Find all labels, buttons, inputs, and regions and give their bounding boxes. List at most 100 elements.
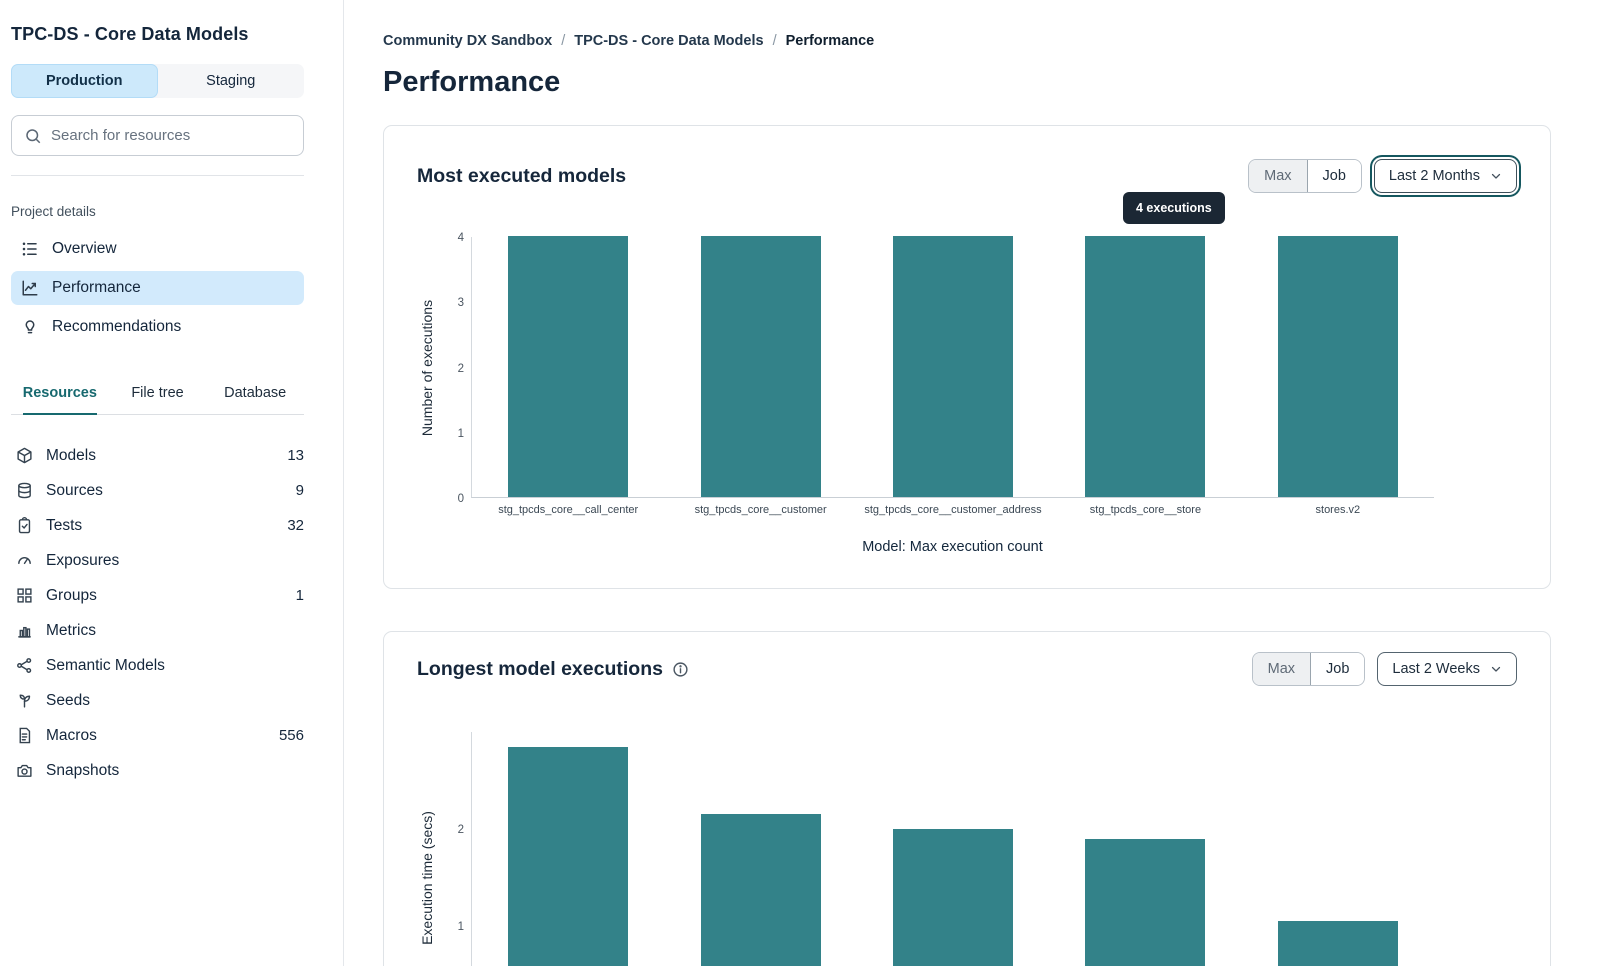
chart-bar[interactable] [1277,921,1398,966]
chart-bar[interactable] [893,236,1014,497]
y-tick-label: 2 [457,824,464,836]
project-details-label: Project details [11,204,96,219]
executions-bar-chart: Number of executions 0 1 2 3 4 stg_tpcds_cor… [417,232,1434,516]
resource-row-semantic-models[interactable]: Semantic Models [11,648,304,683]
resource-label: Sources [46,481,103,499]
y-axis-title: Execution time (secs) [419,810,435,945]
resource-row-macros[interactable]: Macros 556 [11,718,304,753]
resource-count: 13 [287,447,304,464]
resource-row-groups[interactable]: Groups 1 [11,578,304,613]
resource-label: Models [46,446,96,464]
project-title: TPC-DS - Core Data Models [11,24,249,44]
time-range-dropdown[interactable]: Last 2 Months [1373,159,1517,193]
info-icon[interactable] [672,661,689,678]
breadcrumb-separator: / [561,33,566,49]
y-tick-label: 0 [457,493,464,505]
project-nav: Overview Performance Recommendations [11,232,304,344]
resource-label: Exposures [46,551,120,569]
search-box[interactable] [11,115,304,156]
resource-list: Models 13 Sources 9 Tests 32 Exposures [11,438,304,788]
time-range-value: Last 2 Weeks [1392,661,1480,677]
tab-database[interactable]: Database [224,385,287,401]
resource-row-seeds[interactable]: Seeds [11,683,304,718]
resource-row-tests[interactable]: Tests 32 [11,508,304,543]
x-tick-label: stg_tpcds_core__customer_address [864,504,1042,516]
chart-bar[interactable] [700,814,821,966]
time-range-dropdown[interactable]: Last 2 Weeks [1377,652,1517,686]
bar-chart-icon [16,622,33,639]
card-header: Longest model executions Max Job Last 2 … [417,652,1517,686]
y-axis-title-col: Number of executions [417,237,443,498]
sidebar-divider [11,175,304,176]
environment-tabs: Production Staging [11,64,304,98]
lightbulb-icon [21,318,39,336]
sidebar-item-recommendations[interactable]: Recommendations [11,310,304,344]
job-button[interactable]: Job [1311,653,1365,685]
card-title: Longest model executions [417,658,663,680]
time-range-value: Last 2 Months [1388,168,1480,184]
tab-staging[interactable]: Staging [206,73,256,89]
chart-bar[interactable] [1085,838,1206,966]
resource-row-metrics[interactable]: Metrics [11,613,304,648]
chart-bar[interactable] [1277,236,1398,497]
breadcrumb-account[interactable]: Community DX Sandbox [383,33,553,49]
tab-file-tree[interactable]: File tree [131,385,184,401]
aggregate-toggle: Max Job [1251,652,1366,686]
list-icon [21,240,39,258]
y-tick-label: 1 [457,921,464,933]
chart-bar[interactable] [700,236,821,497]
job-button[interactable]: Job [1307,160,1361,192]
y-tick-label: 1 [457,427,464,440]
clipboard-check-icon [16,517,33,534]
breadcrumb-project[interactable]: TPC-DS - Core Data Models [574,33,764,49]
resource-label: Snapshots [46,761,120,779]
chevron-down-icon [1490,170,1502,182]
sidebar-item-label: Performance [52,279,141,296]
tab-production[interactable]: Production [11,64,158,98]
resource-row-snapshots[interactable]: Snapshots [11,753,304,788]
y-tick-label: 2 [457,362,464,375]
resource-row-models[interactable]: Models 13 [11,438,304,473]
resource-row-sources[interactable]: Sources 9 [11,473,304,508]
sidebar-item-overview[interactable]: Overview [11,232,304,266]
bar-slot [1049,732,1241,966]
resource-label: Tests [46,516,83,534]
x-tick-label: stg_tpcds_core__customer [694,504,827,516]
cube-icon [16,447,33,464]
tab-resources[interactable]: Resources [11,385,109,415]
sprout-icon [16,692,33,709]
resource-label: Groups [46,586,97,604]
chart-bar[interactable] [1085,236,1206,497]
plot: stg_tpcds_core__call_center stg_tpcds_cor… [471,236,1434,516]
page-title: Performance [383,66,561,98]
resource-label: Metrics [46,621,96,639]
max-button[interactable]: Max [1252,653,1312,685]
resource-count: 1 [295,587,304,604]
chart-bar[interactable] [893,829,1014,966]
breadcrumb: Community DX Sandbox / TPC-DS - Core Dat… [383,33,1589,49]
search-input[interactable] [51,127,291,144]
breadcrumb-current: Performance [785,33,875,49]
resource-count: 32 [287,517,304,534]
chart-bar[interactable] [508,746,629,966]
resource-tabs: Resources File tree Database [11,385,304,415]
database-icon [16,482,33,499]
bar-slot [1242,732,1434,966]
chevron-down-icon [1490,663,1502,675]
max-button[interactable]: Max [1249,160,1308,192]
card-title: Most executed models [417,165,627,187]
sidebar: TPC-DS - Core Data Models Production Sta… [0,0,344,966]
resource-row-exposures[interactable]: Exposures [11,543,304,578]
graph-nodes-icon [16,657,33,674]
sidebar-item-performance[interactable]: Performance [11,271,304,305]
resource-label: Seeds [46,691,90,709]
longest-executions-card: Longest model executions Max Job Last 2 … [383,631,1551,966]
most-executed-models-card: Most executed models Max Job Last 2 Mont… [383,125,1551,589]
resource-label: Semantic Models [46,656,165,674]
aggregate-toggle: Max Job [1248,159,1362,193]
y-tick-label: 3 [457,297,464,310]
chart-bar[interactable] [508,236,629,497]
gauge-icon [16,552,33,569]
bar-slot: stg_tpcds_core__call_center [472,236,664,516]
chart-controls: Max Job Last 2 Months [1248,159,1517,193]
